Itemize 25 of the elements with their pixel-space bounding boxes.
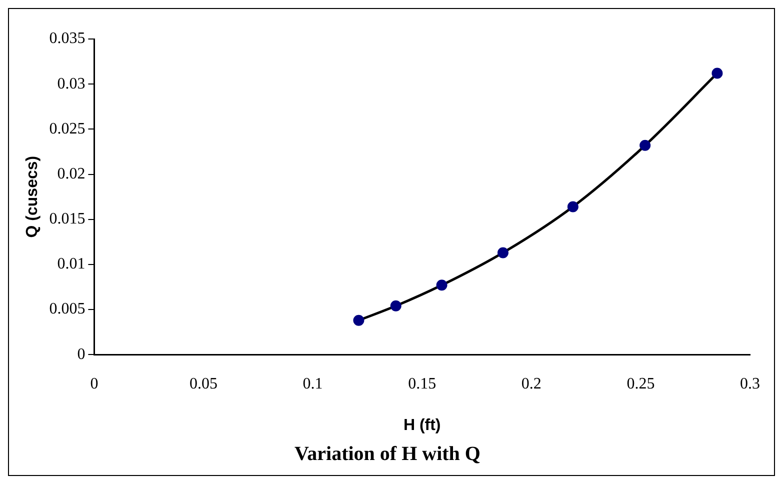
y-tick-label: 0.03 — [57, 75, 86, 92]
x-tick-label: 0.3 — [740, 375, 760, 392]
point — [390, 300, 402, 312]
y-tick-label: 0.005 — [49, 300, 86, 318]
point — [353, 314, 364, 326]
point — [436, 280, 448, 291]
point — [640, 140, 651, 151]
x-tick-label: 0.25 — [626, 375, 655, 392]
y-tick-label: 0.02 — [57, 165, 86, 182]
y-axis-title: Q (cusecs) — [24, 156, 42, 238]
text: Variation of H with Q — [294, 443, 480, 466]
x-tick-label: 0.05 — [190, 375, 218, 392]
point — [497, 247, 508, 258]
point — [567, 201, 578, 212]
point — [712, 68, 723, 79]
y-tick-label: 0.01 — [57, 256, 86, 273]
x-tick-label: 0.15 — [408, 375, 436, 392]
x-tick-label: 0.1 — [302, 375, 323, 392]
x-tick-label: 0.2 — [521, 375, 542, 392]
y-tick-label: 0.035 — [49, 30, 86, 48]
y-tick-label: 0.025 — [49, 120, 86, 138]
x-axis-title: H (ft) — [403, 416, 441, 434]
y-tick-label: 0 — [77, 346, 86, 363]
x-tick-label: 0 — [90, 375, 98, 392]
y-tick-label: 0.015 — [49, 210, 86, 228]
